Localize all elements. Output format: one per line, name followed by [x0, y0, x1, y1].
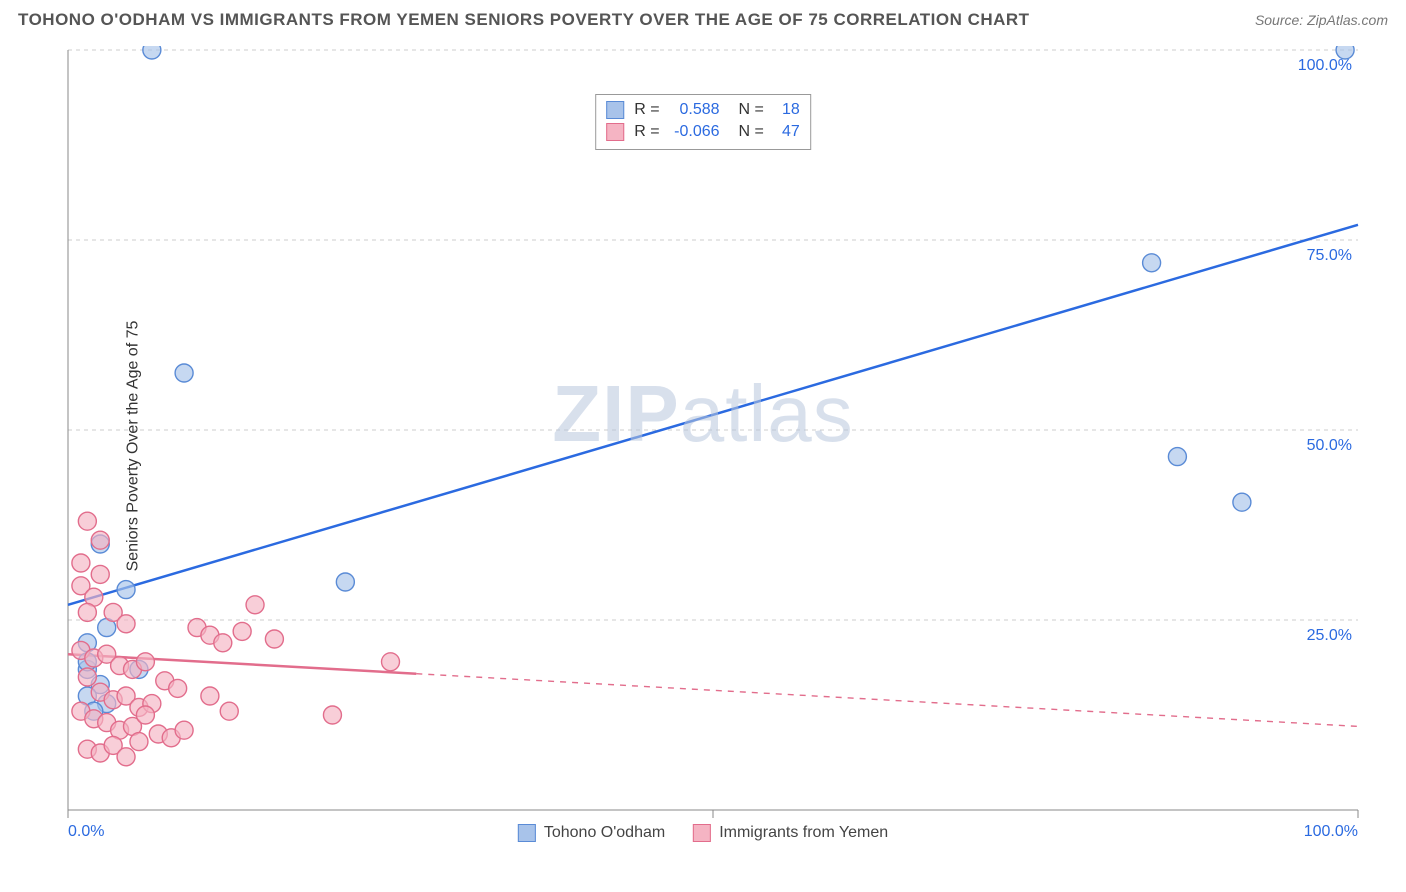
svg-text:50.0%: 50.0% — [1307, 437, 1352, 454]
source-credit: Source: ZipAtlas.com — [1255, 12, 1388, 28]
stats-row-2: R = -0.066 N = 47 — [606, 121, 800, 143]
legend-swatch-1 — [518, 824, 536, 842]
scatter-chart: 25.0%50.0%75.0%100.0%0.0%100.0% — [18, 46, 1388, 846]
stats-legend: R = 0.588 N = 18 R = -0.066 N = 47 — [595, 94, 811, 150]
svg-text:0.0%: 0.0% — [68, 823, 104, 840]
legend-swatch-2 — [693, 824, 711, 842]
svg-text:25.0%: 25.0% — [1307, 627, 1352, 644]
legend-item-2: Immigrants from Yemen — [693, 824, 888, 842]
legend-item-1: Tohono O'odham — [518, 824, 665, 842]
legend-label-1: Tohono O'odham — [544, 824, 665, 842]
header: TOHONO O'ODHAM VS IMMIGRANTS FROM YEMEN … — [18, 10, 1388, 40]
series-legend: Tohono O'odham Immigrants from Yemen — [518, 824, 888, 842]
stats-row-1: R = 0.588 N = 18 — [606, 99, 800, 121]
y-axis-label: Seniors Poverty Over the Age of 75 — [124, 321, 142, 572]
swatch-series-2 — [606, 123, 624, 141]
legend-label-2: Immigrants from Yemen — [719, 824, 888, 842]
chart-title: TOHONO O'ODHAM VS IMMIGRANTS FROM YEMEN … — [18, 10, 1030, 29]
chart-area: Seniors Poverty Over the Age of 75 25.0%… — [18, 46, 1388, 846]
swatch-series-1 — [606, 101, 624, 119]
svg-text:100.0%: 100.0% — [1304, 823, 1358, 840]
svg-text:75.0%: 75.0% — [1307, 247, 1352, 264]
